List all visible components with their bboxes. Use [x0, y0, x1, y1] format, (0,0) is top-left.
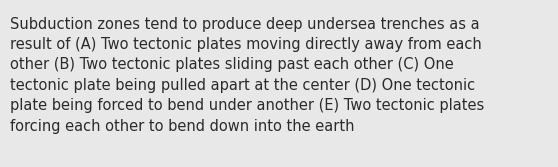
- Text: Subduction zones tend to produce deep undersea trenches as a
result of (A) Two t: Subduction zones tend to produce deep un…: [10, 17, 484, 134]
